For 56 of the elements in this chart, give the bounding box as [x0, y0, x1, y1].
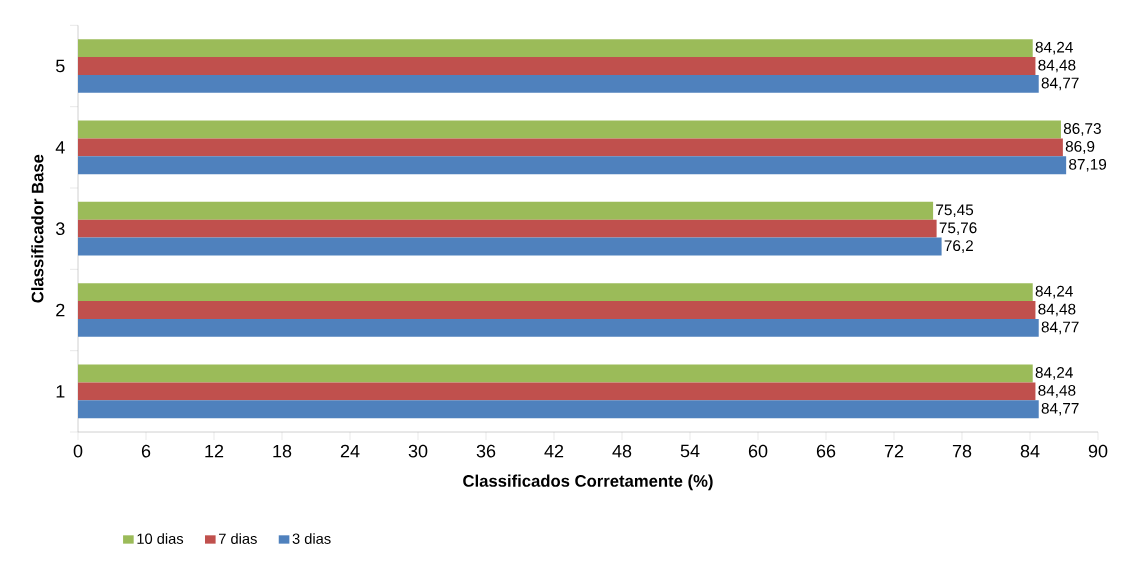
- bar: [78, 138, 1063, 157]
- bar: [78, 283, 1033, 302]
- bar: [78, 364, 1033, 383]
- x-tick-label: 12: [205, 444, 224, 458]
- data-label: 84,77: [1041, 77, 1079, 91]
- bar: [78, 201, 934, 220]
- bar: [78, 219, 937, 238]
- data-label: 86,9: [1065, 141, 1095, 154]
- data-label: 75,76: [939, 222, 977, 236]
- y-tick-label: 4: [55, 141, 65, 154]
- data-label: 86,73: [1063, 123, 1101, 136]
- x-tick-label: 60: [748, 444, 768, 458]
- x-tick-label: 90: [1088, 444, 1108, 458]
- legend-label: 3 dias: [292, 533, 331, 544]
- x-tick-label: 30: [408, 444, 428, 458]
- bar: [78, 156, 1067, 175]
- bar: [78, 57, 1036, 75]
- bar: [78, 400, 1039, 419]
- x-tick-label: 48: [612, 444, 632, 458]
- x-tick-label: 6: [141, 444, 151, 458]
- data-label: 87,19: [1069, 158, 1107, 172]
- bar: [78, 301, 1036, 319]
- x-tick-label: 18: [273, 444, 292, 458]
- bar: [78, 74, 1039, 93]
- y-tick-label: 1: [56, 385, 65, 398]
- x-tick-label: 84: [1020, 444, 1040, 458]
- bar: [78, 237, 942, 256]
- bar: [78, 39, 1033, 58]
- legend-label: 10 dias: [137, 533, 184, 544]
- x-tick-label: 24: [340, 444, 360, 458]
- x-axis-title: Classificados Corretamente (%): [463, 474, 713, 491]
- data-label: 84,48: [1038, 303, 1076, 317]
- x-tick-label: 78: [952, 444, 972, 458]
- data-label: 84,24: [1035, 367, 1073, 380]
- y-tick-label: 3: [55, 222, 65, 236]
- data-label: 84,48: [1038, 385, 1076, 398]
- data-label: 84,77: [1041, 402, 1079, 416]
- bar: [78, 120, 1061, 139]
- y-tick-label: 5: [56, 59, 65, 73]
- data-label: 84,77: [1041, 321, 1079, 335]
- data-label: 84,24: [1035, 285, 1073, 299]
- data-label: 76,2: [944, 240, 973, 253]
- data-label: 84,24: [1035, 41, 1073, 55]
- bar: [78, 318, 1039, 337]
- x-tick-label: 54: [680, 444, 700, 458]
- x-tick-label: 36: [476, 444, 496, 458]
- y-axis-title: Classificador Base: [31, 154, 44, 303]
- data-label: 84,48: [1038, 59, 1076, 73]
- legend-label: 7 dias: [219, 533, 257, 544]
- x-tick-label: 72: [884, 444, 904, 458]
- x-tick-label: 66: [816, 444, 836, 458]
- bar: [78, 382, 1036, 401]
- x-tick-label: 0: [73, 444, 83, 458]
- data-label: 75,45: [936, 204, 974, 218]
- y-tick-label: 2: [56, 303, 65, 317]
- x-tick-label: 42: [544, 444, 564, 458]
